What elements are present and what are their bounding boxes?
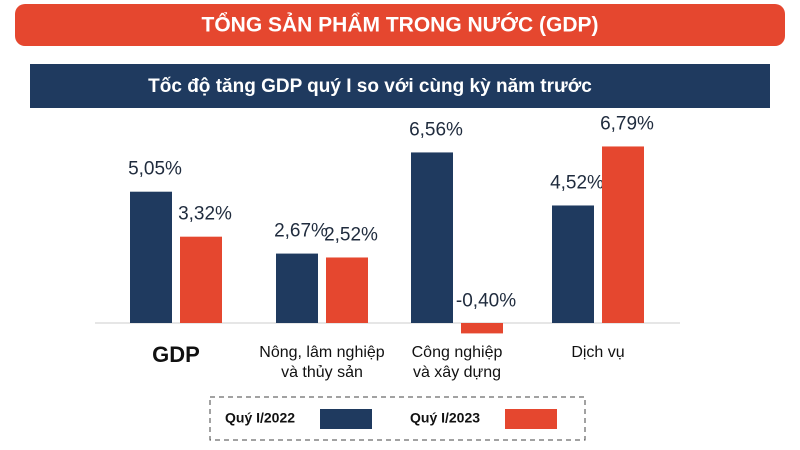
legend-box — [209, 396, 586, 441]
bar — [602, 146, 644, 323]
value-label: 2,52% — [324, 224, 378, 245]
x-tick-label: GDP — [152, 342, 200, 367]
x-tick-label: Công nghiệp và xây dựng — [411, 344, 503, 381]
value-label: 3,32% — [178, 204, 232, 225]
value-label: 2,67% — [274, 221, 328, 242]
value-label: -0,40% — [456, 290, 516, 311]
bar — [326, 257, 368, 323]
value-label: 6,79% — [600, 113, 654, 134]
chart-subtitle: Tốc độ tăng GDP quý I so với cùng kỳ năm… — [148, 76, 592, 97]
bar — [180, 236, 222, 323]
bar — [276, 253, 318, 323]
value-label: 6,56% — [409, 119, 463, 140]
bar — [411, 152, 453, 323]
value-label: 5,05% — [128, 159, 182, 180]
legend-swatch — [320, 409, 372, 429]
legend-swatch — [505, 409, 557, 429]
chart-title: TỔNG SẢN PHẨM TRONG NƯỚC (GDP) — [202, 13, 599, 37]
value-label: 4,52% — [550, 172, 604, 193]
legend-label: Quý I/2023 — [410, 410, 480, 426]
subtitle-banner — [30, 64, 770, 108]
bar — [552, 205, 594, 323]
legend-label: Quý I/2022 — [225, 410, 295, 426]
x-tick-label: Nông, lâm nghiệp và thủy sản — [259, 344, 385, 381]
x-tick-label: Dịch vụ — [571, 344, 625, 361]
title-banner — [15, 4, 785, 46]
bar — [130, 191, 172, 323]
bar — [461, 323, 503, 334]
